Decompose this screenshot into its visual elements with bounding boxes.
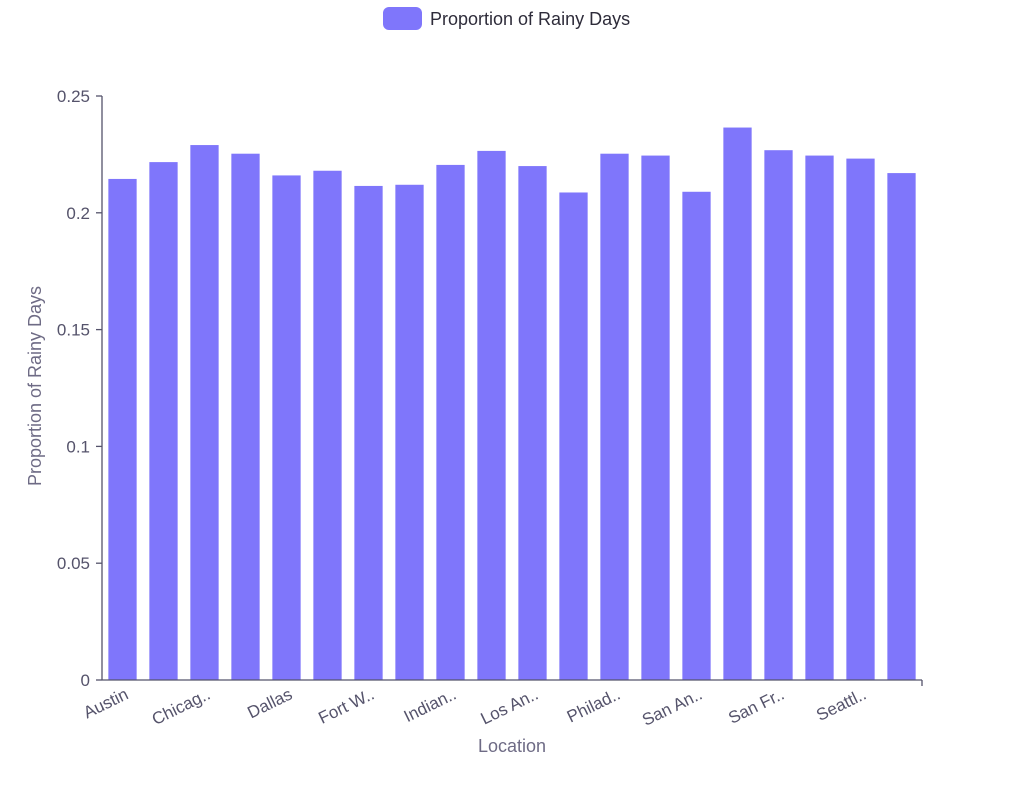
bar[interactable] [436, 164, 465, 680]
bar[interactable] [518, 166, 547, 680]
legend-label: Proportion of Rainy Days [430, 9, 630, 29]
x-tick-label: Indian.. [401, 685, 459, 727]
x-tick-label: San Fr.. [725, 685, 787, 728]
x-tick-label: Dallas [244, 685, 295, 723]
bar[interactable] [190, 145, 219, 680]
bar[interactable] [395, 184, 424, 680]
bars [108, 127, 916, 681]
x-tick-label: San An.. [639, 685, 705, 730]
legend-swatch [383, 7, 422, 30]
bar[interactable] [108, 178, 137, 680]
bar[interactable] [477, 150, 506, 680]
x-tick-label: Seattl.. [813, 685, 869, 725]
legend[interactable]: Proportion of Rainy Days [383, 7, 630, 30]
bar[interactable] [641, 155, 670, 680]
bar[interactable] [231, 153, 260, 680]
bar[interactable] [805, 155, 834, 680]
x-tick-label: Chicag.. [149, 685, 213, 729]
bar[interactable] [272, 175, 301, 681]
x-axis: Austin Chicag.. Dallas Fort W.. Indian.. Los … [80, 679, 923, 730]
y-tick-label: 0.05 [57, 554, 90, 573]
bar[interactable] [723, 127, 752, 681]
bar[interactable] [764, 150, 793, 680]
x-tick-label: Philad.. [564, 685, 623, 727]
bar[interactable] [149, 162, 178, 681]
bar[interactable] [600, 153, 629, 680]
bar[interactable] [559, 192, 588, 681]
y-axis: 0 0.05 0.1 0.15 0.2 0.25 [57, 87, 103, 690]
y-axis-title: Proportion of Rainy Days [25, 286, 45, 486]
y-tick-label: 0.25 [57, 87, 90, 106]
y-tick-label: 0.1 [66, 437, 90, 456]
y-tick-label: 0.15 [57, 321, 90, 340]
x-tick-label: Los An.. [478, 685, 542, 729]
x-axis-title: Location [478, 736, 546, 756]
y-tick-label: 0 [81, 671, 90, 690]
x-tick-label: Austin [80, 685, 131, 723]
bar[interactable] [313, 170, 342, 680]
bar[interactable] [682, 191, 711, 680]
bar[interactable] [887, 173, 916, 680]
bar[interactable] [354, 185, 383, 680]
y-tick-label: 0.2 [66, 204, 90, 223]
bar[interactable] [846, 158, 875, 681]
x-tick-label: Fort W.. [315, 685, 377, 728]
